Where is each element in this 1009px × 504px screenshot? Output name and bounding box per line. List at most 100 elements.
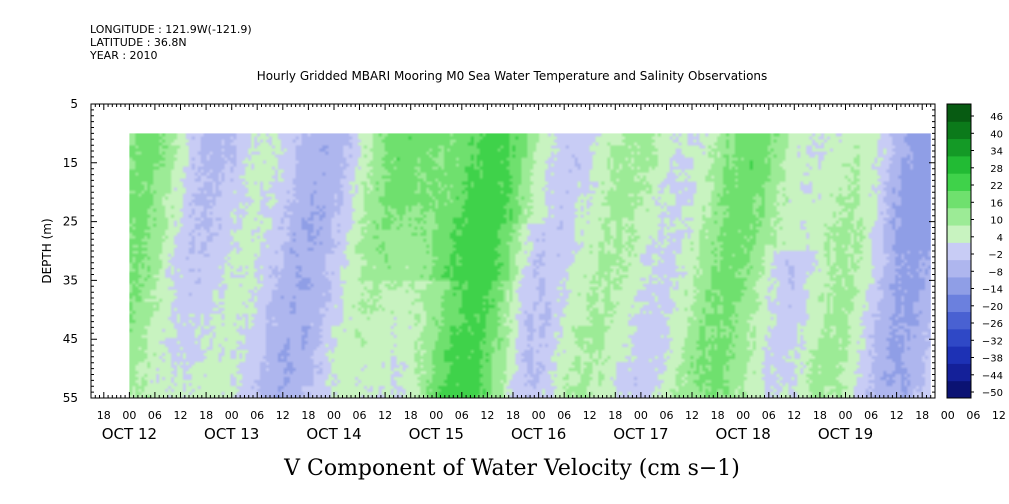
x-hour-label: 12	[583, 409, 597, 422]
colorbar-label: 22	[990, 181, 1003, 192]
x-hour-label: 00	[941, 409, 955, 422]
colorbar-label: 10	[990, 216, 1003, 227]
x-hour-label: 00	[225, 409, 239, 422]
x-day-label: OCT 16	[511, 425, 566, 443]
colorbar-label: −44	[982, 371, 1003, 382]
colorbar-label: 34	[990, 147, 1003, 158]
colorbar	[946, 103, 974, 399]
x-day-label: OCT 14	[306, 425, 361, 443]
x-hour-label: 06	[966, 409, 980, 422]
colorbar-swatch	[947, 104, 971, 122]
x-hour-label: 18	[915, 409, 929, 422]
colorbar-label: −50	[982, 388, 1003, 399]
year-label: YEAR : 2010	[90, 49, 158, 62]
x-hour-label: 12	[685, 409, 699, 422]
y-tick-label: 25	[63, 215, 78, 229]
x-hour-label: 12	[276, 409, 290, 422]
x-hour-label: 00	[429, 409, 443, 422]
tick-marks	[90, 103, 936, 399]
x-hour-label: 18	[608, 409, 622, 422]
colorbar-label: 4	[997, 233, 1003, 244]
colorbar-swatch	[947, 242, 971, 261]
x-hour-label: 18	[404, 409, 418, 422]
x-hour-label: 18	[199, 409, 213, 422]
x-hour-label: 18	[506, 409, 520, 422]
x-day-label: OCT 12	[102, 425, 157, 443]
velocity-heatmap	[129, 133, 931, 398]
colorbar-label: −38	[982, 354, 1003, 365]
colorbar-swatch	[947, 138, 971, 157]
colorbar-swatch	[947, 207, 971, 226]
colorbar-swatch	[947, 311, 971, 330]
plot-area	[90, 103, 936, 399]
x-hour-label: 06	[557, 409, 571, 422]
x-hour-label: 06	[455, 409, 469, 422]
colorbar-swatch	[947, 190, 971, 209]
x-hour-label: 00	[634, 409, 648, 422]
x-hour-label: 12	[378, 409, 392, 422]
chart-title: Hourly Gridded MBARI Mooring M0 Sea Wate…	[257, 69, 768, 83]
x-hour-label: 00	[327, 409, 341, 422]
colorbar-label: −20	[982, 302, 1003, 313]
x-day-label: OCT 17	[613, 425, 668, 443]
colorbar-swatch	[947, 121, 971, 140]
colorbar-swatch	[947, 380, 971, 399]
colorbar-swatch	[947, 225, 971, 243]
axis-ticks	[90, 103, 936, 399]
colorbar-swatch	[947, 155, 971, 174]
x-hour-label: 06	[864, 409, 878, 422]
x-hour-label: 06	[353, 409, 367, 422]
x-hour-label: 18	[711, 409, 725, 422]
longitude-label: LONGITUDE : 121.9W(-121.9)	[90, 23, 252, 36]
colorbar-label: −8	[988, 267, 1003, 278]
x-hour-label: 18	[97, 409, 111, 422]
x-hour-label: 12	[992, 409, 1006, 422]
colorbar-labels: 46 40 34 28 22 16 10 4 −2 −8 −14 −20 −26 −32 −38 −44 −50	[982, 112, 1003, 399]
x-hour-label: 00	[839, 409, 853, 422]
x-hour-label: 12	[174, 409, 188, 422]
x-day-label: OCT 13	[204, 425, 259, 443]
x-hour-label: 12	[787, 409, 801, 422]
x-hour-labels: 18 00 06 12 18 00 06 12 18 00 06 12 18 00 06 12 18 00 06 12…	[97, 409, 1006, 422]
colorbar-swatch	[947, 294, 971, 313]
colorbar-swatch	[947, 346, 971, 364]
colorbar-label: 46	[990, 112, 1003, 123]
y-tick-label: 35	[63, 273, 78, 287]
x-hour-label: 12	[480, 409, 494, 422]
x-hour-label: 06	[660, 409, 674, 422]
x-day-labels: OCT 12 OCT 13 OCT 14 OCT 15 OCT 16 OCT 17 OCT …	[102, 425, 873, 443]
colorbar-label: 16	[990, 198, 1003, 209]
colorbar-swatch	[947, 259, 971, 278]
x-day-label: OCT 19	[818, 425, 873, 443]
x-day-label: OCT 15	[409, 425, 464, 443]
x-hour-label: 06	[148, 409, 162, 422]
y-tick-label: 15	[63, 156, 78, 170]
colorbar-swatch	[947, 173, 971, 191]
y-axis-labels: 5 15 25 35 45 55	[63, 97, 78, 405]
y-tick-label: 45	[63, 332, 78, 346]
x-hour-label: 18	[813, 409, 827, 422]
colorbar-label: −26	[982, 319, 1003, 330]
colorbar-swatch	[947, 276, 971, 295]
colorbar-label: −32	[982, 336, 1003, 347]
y-tick-label: 5	[70, 97, 78, 111]
colorbar-label: −14	[982, 285, 1003, 296]
x-hour-label: 18	[301, 409, 315, 422]
x-hour-label: 12	[890, 409, 904, 422]
colorbar-label: 40	[990, 129, 1003, 140]
x-hour-label: 06	[762, 409, 776, 422]
x-hour-label: 00	[122, 409, 136, 422]
x-axis-title: V Component of Water Velocity (cm s−1)	[283, 456, 740, 481]
colorbar-label: 28	[990, 164, 1003, 175]
x-hour-label: 06	[250, 409, 264, 422]
x-hour-label: 00	[532, 409, 546, 422]
x-day-label: OCT 18	[716, 425, 771, 443]
colorbar-swatch	[947, 363, 971, 382]
latitude-label: LATITUDE : 36.8N	[90, 36, 187, 49]
colorbar-frame	[946, 103, 972, 399]
y-tick-label: 55	[63, 391, 78, 405]
colorbar-swatch	[947, 328, 971, 347]
colorbar-label: −2	[988, 250, 1003, 261]
x-hour-label: 00	[736, 409, 750, 422]
